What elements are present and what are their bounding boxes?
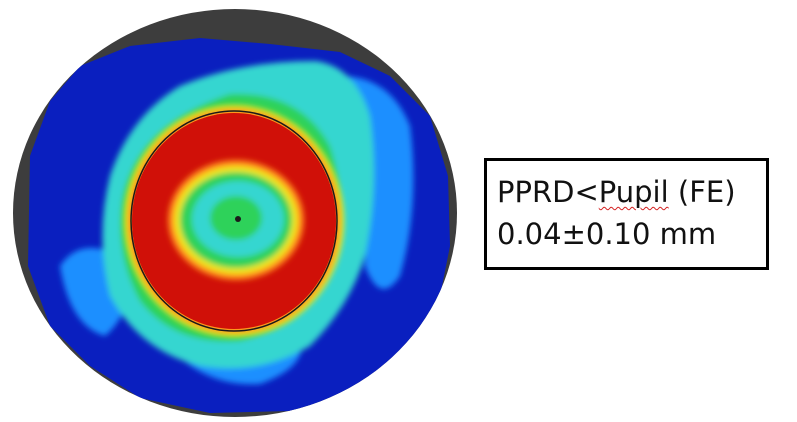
annotation-prefix: PPRD<: [497, 175, 599, 209]
pupil-outline: [130, 110, 338, 332]
topography-disc: [13, 9, 457, 417]
annotation-line-2: 0.04±0.10 mm: [497, 217, 717, 251]
topography-map-image: [13, 9, 457, 417]
annotation-line-1: PPRD<Pupil (FE): [497, 171, 766, 213]
center-marker: [235, 216, 241, 222]
annotation-suffix: (FE): [668, 175, 736, 209]
annotation-box: PPRD<Pupil (FE) 0.04±0.10 mm: [484, 158, 769, 270]
annotation-pupil-word: Pupil: [598, 175, 669, 209]
